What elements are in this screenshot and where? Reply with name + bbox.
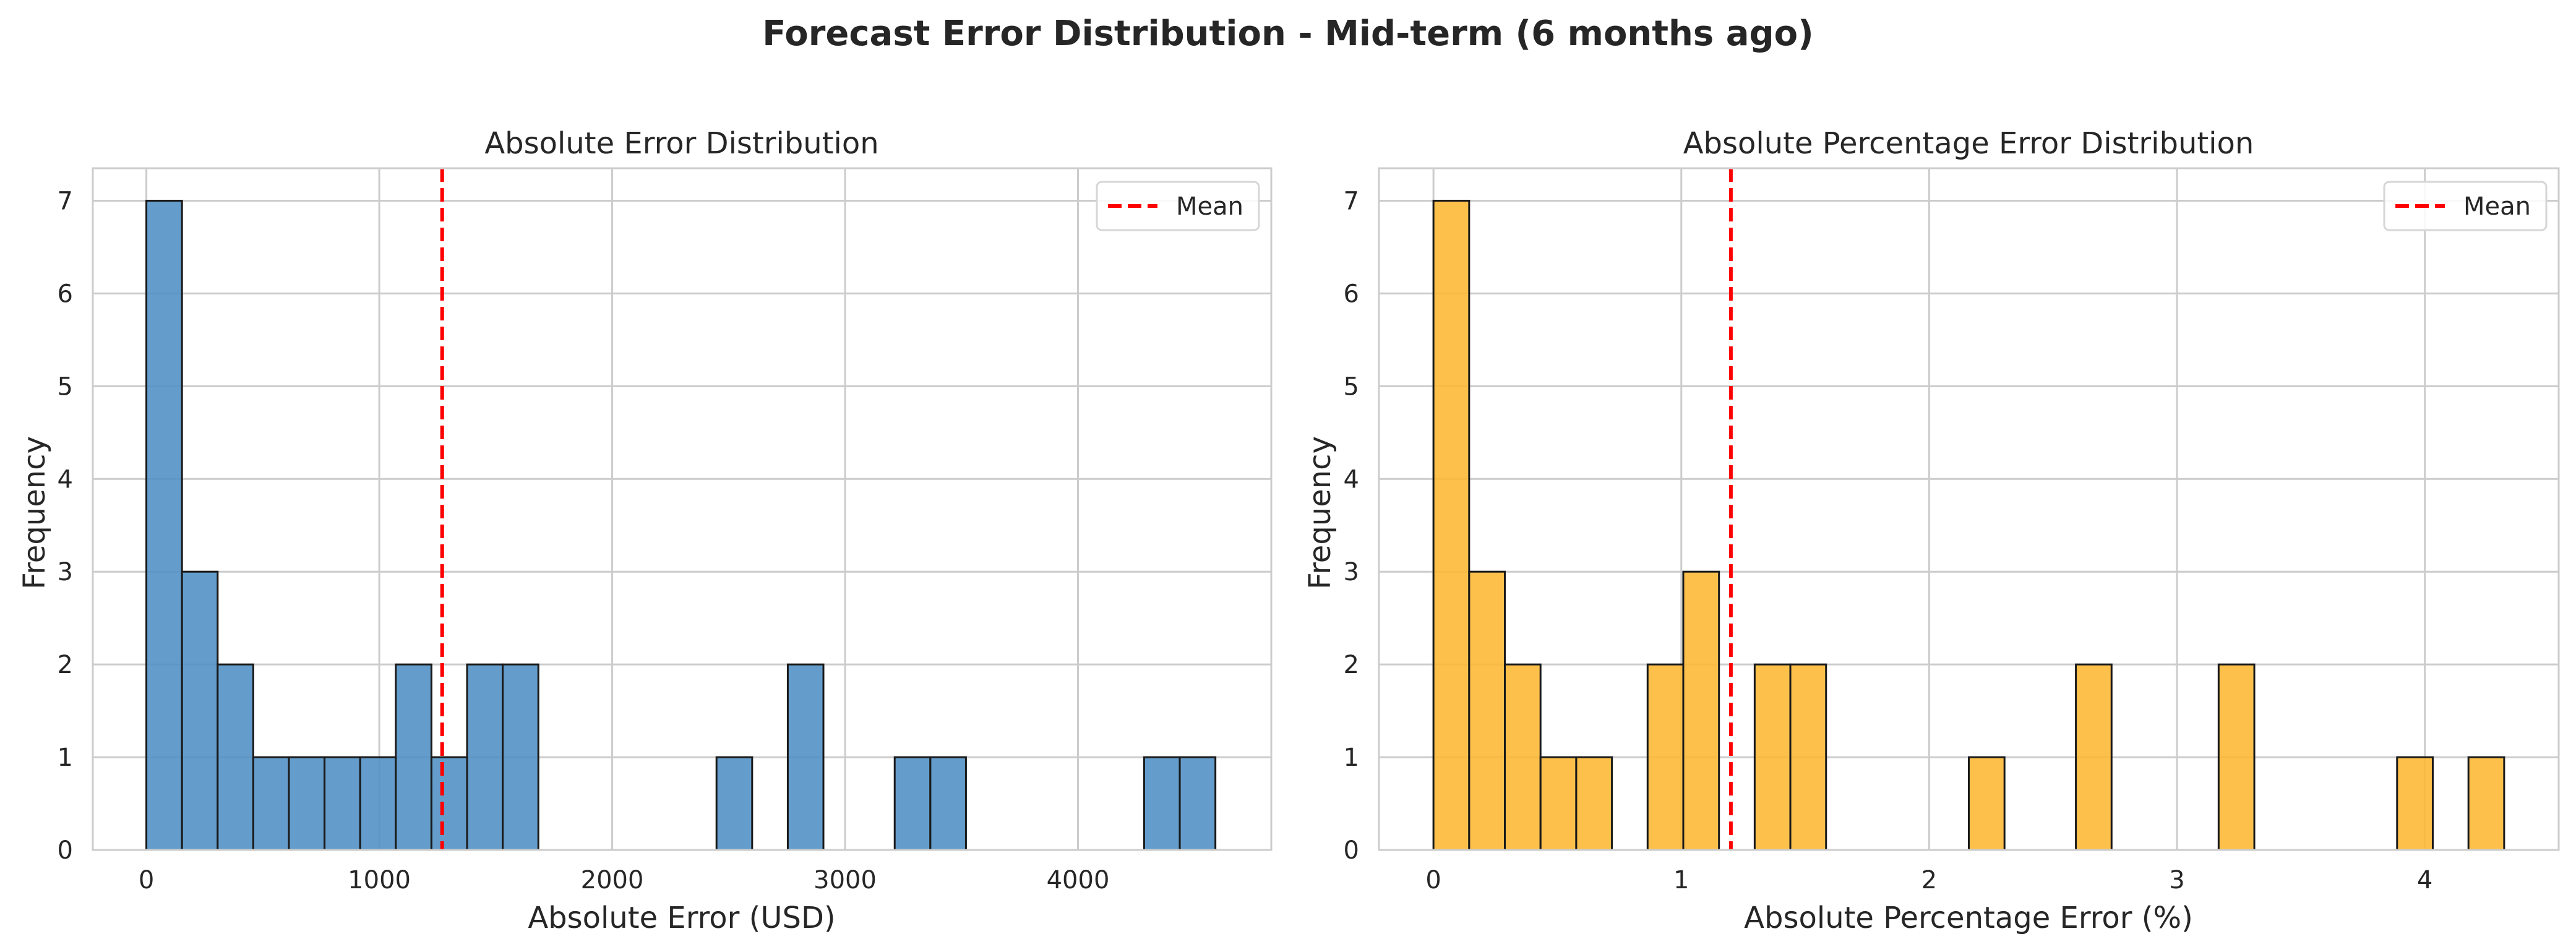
x-tick-label: 4000 [1047, 866, 1110, 894]
y-tick-label: 3 [58, 558, 73, 586]
absolute-error-histogram: Absolute Error Distribution Absolute Err… [17, 126, 1273, 935]
plot-area: 0 1000 2000 3000 4000 0 1 2 3 4 5 6 7 [58, 167, 1273, 894]
y-tick-label: 7 [1344, 187, 1359, 215]
x-tick-label: 3 [2169, 866, 2184, 894]
histogram-bar [1753, 663, 1792, 851]
histogram-bar [1468, 570, 1506, 851]
y-tick-label: 4 [58, 465, 73, 494]
y-tick-label: 4 [1344, 465, 1359, 494]
histogram-bar [1504, 663, 1542, 851]
legend-box [1096, 181, 1260, 231]
histogram-bar [1789, 663, 1827, 851]
x-tick-label: 2 [1921, 866, 1937, 894]
legend: Mean [1096, 181, 1260, 231]
y-tick-label: 7 [58, 187, 73, 215]
histogram-bar [1646, 663, 1685, 851]
histogram-bar [324, 756, 361, 851]
histogram-bar [466, 663, 504, 851]
histogram-bar [430, 756, 468, 851]
histogram-bar [288, 756, 326, 851]
x-tick-label: 0 [139, 866, 154, 894]
x-tick-label: 2000 [581, 866, 644, 894]
histogram-bar [502, 663, 539, 851]
axes-frame [92, 167, 1273, 851]
y-tick-label: 6 [58, 280, 73, 308]
x-tick-label: 4 [2417, 866, 2432, 894]
x-tick-label: 1 [1673, 866, 1689, 894]
y-tick-label: 0 [1344, 836, 1359, 865]
axes-title: Absolute Percentage Error Distribution [1683, 126, 2254, 161]
y-tick-label: 6 [1344, 280, 1359, 308]
histogram-bar [929, 756, 967, 851]
legend-mean-label: Mean [2463, 192, 2531, 221]
histogram-bar [893, 756, 932, 851]
histogram-bar [715, 756, 753, 851]
y-tick-label: 1 [58, 744, 73, 772]
legend-mean-label: Mean [1176, 192, 1243, 221]
histogram-bar [1968, 756, 2006, 851]
histogram-bar [1682, 570, 1720, 851]
y-axis-label: Frequency [1303, 436, 1337, 590]
x-axis-label: Absolute Percentage Error (%) [1744, 901, 2193, 935]
histogram-bar [181, 570, 219, 851]
histogram-bar [2075, 663, 2113, 851]
histogram-bar [2467, 756, 2505, 851]
x-tick-label: 3000 [814, 866, 877, 894]
axes-frame [1378, 167, 2560, 851]
histogram-bar [252, 756, 290, 851]
y-tick-label: 0 [58, 836, 73, 865]
axes-title: Absolute Error Distribution [484, 126, 878, 161]
histogram-bar [1179, 756, 1217, 851]
histogram-bar [145, 199, 183, 851]
absolute-percentage-error-histogram: Absolute Percentage Error Distribution A… [1303, 126, 2560, 935]
histogram-bar [359, 756, 397, 851]
legend: Mean [2383, 181, 2548, 231]
x-tick-label: 1000 [348, 866, 411, 894]
histogram-bar [217, 663, 254, 851]
y-tick-label: 2 [58, 651, 73, 679]
y-tick-label: 5 [58, 372, 73, 401]
x-tick-label: 0 [1425, 866, 1441, 894]
y-tick-label: 1 [1344, 744, 1359, 772]
histogram-bar [2217, 663, 2256, 851]
histogram-bar [786, 663, 825, 851]
legend-box [2383, 181, 2548, 231]
histogram-bar [1575, 756, 1613, 851]
y-tick-label: 2 [1344, 651, 1359, 679]
plot-area: 0 1 2 3 4 0 1 2 3 4 5 6 7 [1344, 167, 2560, 894]
x-axis-label: Absolute Error (USD) [528, 901, 835, 935]
histogram-bar [395, 663, 432, 851]
figure-title: Forecast Error Distribution - Mid-term (… [762, 14, 1813, 54]
y-tick-label: 3 [1344, 558, 1359, 586]
histogram-bar [1432, 199, 1470, 851]
histogram-bar [2396, 756, 2434, 851]
histogram-bar [1539, 756, 1578, 851]
y-axis-label: Frequency [17, 436, 52, 590]
y-tick-label: 5 [1344, 372, 1359, 401]
histogram-bar [1143, 756, 1181, 851]
